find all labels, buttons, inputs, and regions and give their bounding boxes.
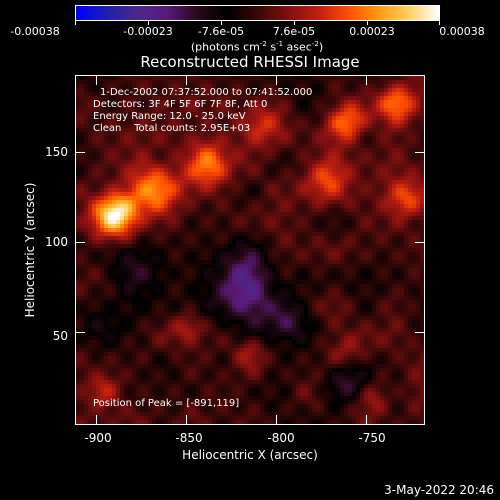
colorbar-label: 0.00023 — [349, 25, 395, 38]
info-detectors: Detectors: 3F 4F 5F 6F 7F 8F, Att 0 — [93, 99, 268, 110]
colorbar-tick — [221, 21, 222, 25]
x-tick — [366, 415, 367, 425]
y-tick-label: 50 — [52, 329, 68, 343]
colorbar-tick — [148, 21, 149, 25]
heatmap-image — [76, 76, 424, 424]
x-axis-label: Heliocentric X (arcsec) — [182, 448, 318, 462]
peak-position: Position of Peak = [-891,119] — [93, 398, 240, 409]
colorbar-label: 7.6e-05 — [272, 25, 316, 38]
colorbar-units: (photons cm-2 s-1 asec-2) — [190, 40, 324, 54]
timestamp: 3-May-2022 20:46 — [384, 483, 494, 497]
x-tick — [186, 75, 187, 85]
colorbar-label: -0.00023 — [123, 25, 173, 38]
x-tick-label: -800 — [267, 431, 295, 445]
colorbar-tick — [367, 21, 368, 25]
x-tick — [186, 415, 187, 425]
y-tick — [75, 242, 85, 243]
x-tick — [96, 415, 97, 425]
y-tick — [415, 242, 425, 243]
y-tick — [415, 152, 425, 153]
x-tick — [96, 75, 97, 85]
info-counts: Clean Total counts: 2.95E+03 — [93, 123, 251, 134]
colorbar-tick — [75, 21, 76, 25]
colorbar-label: -0.00038 — [10, 25, 60, 38]
y-tick — [75, 152, 85, 153]
y-tick — [415, 332, 425, 333]
plot-title: Reconstructed RHESSI Image — [140, 53, 360, 71]
colorbar-label: 0.00038 — [439, 25, 485, 38]
image-plot: 1-Dec-2002 07:37:52.000 to 07:41:52.000 … — [75, 75, 425, 425]
colorbar-tick — [294, 21, 295, 25]
x-tick-label: -750 — [358, 431, 386, 445]
x-tick — [276, 75, 277, 85]
y-axis-label: Heliocentric Y (arcsec) — [23, 182, 37, 318]
info-energy-range: Energy Range: 12.0 - 25.0 keV — [93, 111, 246, 122]
y-tick — [75, 332, 85, 333]
x-tick — [276, 415, 277, 425]
y-tick-label: 100 — [45, 235, 68, 249]
x-tick-label: -850 — [175, 431, 203, 445]
colorbar — [75, 5, 440, 21]
y-tick-label: 150 — [45, 145, 68, 159]
colorbar-label: -7.6e-05 — [197, 25, 245, 38]
x-tick-label: -900 — [84, 431, 112, 445]
x-tick — [366, 75, 367, 85]
colorbar-tick — [439, 21, 440, 25]
info-time-range: 1-Dec-2002 07:37:52.000 to 07:41:52.000 — [100, 87, 313, 98]
